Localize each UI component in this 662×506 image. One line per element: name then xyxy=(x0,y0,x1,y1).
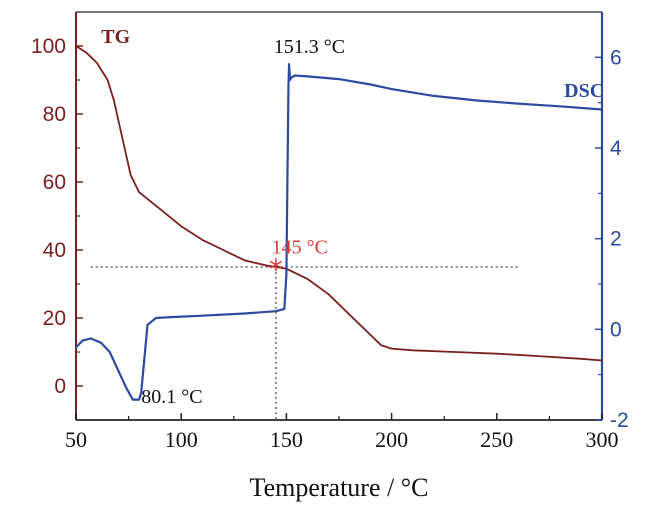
x-tick-label: 100 xyxy=(165,427,198,452)
left-tick-label: 0 xyxy=(54,375,66,398)
onset-marker: * xyxy=(269,253,283,286)
x-tick-label: 200 xyxy=(375,427,408,452)
left-tick-label: 100 xyxy=(31,35,66,58)
dsc-series-line xyxy=(74,62,604,401)
right-tick-label: 2 xyxy=(610,228,622,251)
tg-label: TG xyxy=(101,26,130,48)
dsc-label: DSC xyxy=(564,80,604,102)
right-tick-label: 0 xyxy=(610,318,622,341)
left-tick-label: 80 xyxy=(43,103,66,126)
x-ticks: 50 100 150 200 250 300 xyxy=(65,413,619,452)
x-tick-label: 250 xyxy=(480,427,513,452)
onset-label: 145 °C xyxy=(272,237,328,259)
tg-series-line xyxy=(75,45,603,362)
guide-lines xyxy=(90,266,518,420)
right-tick-label: -2 xyxy=(610,409,629,432)
right-tick-label: 6 xyxy=(610,46,622,69)
left-axis-ticks: 0 20 40 60 80 100 xyxy=(31,35,83,398)
right-tick-label: 4 xyxy=(610,137,622,160)
series xyxy=(74,45,604,401)
left-tick-label: 60 xyxy=(43,171,66,194)
x-tick-label: 300 xyxy=(586,427,619,452)
annotations: * TG DSC 151.3 °C 80.1 °C 145 °C xyxy=(101,26,604,408)
left-tick-label: 20 xyxy=(43,307,66,330)
right-axis-ticks: -2 0 2 4 6 xyxy=(595,46,629,432)
dip-label: 80.1 °C xyxy=(141,386,202,408)
x-tick-label: 50 xyxy=(65,427,87,452)
left-tick-label: 40 xyxy=(43,239,66,262)
peak-label: 151.3 °C xyxy=(274,36,345,58)
x-axis-label: Temperature / °C xyxy=(250,473,429,502)
x-tick-label: 150 xyxy=(270,427,303,452)
plot-frame xyxy=(75,11,604,421)
